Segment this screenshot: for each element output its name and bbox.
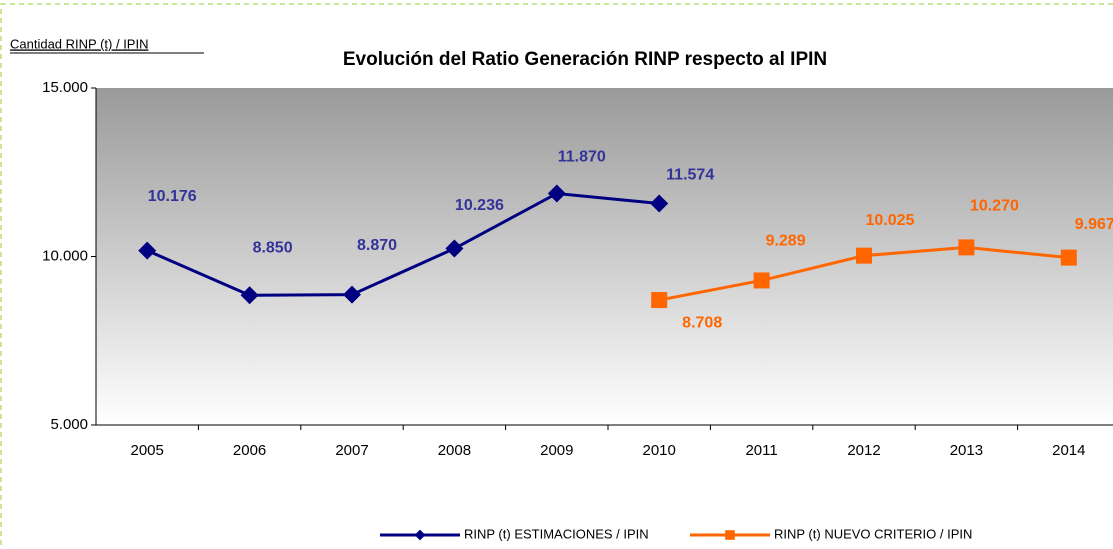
data-label: 10.025	[866, 212, 915, 229]
point-marker	[547, 184, 566, 203]
x-tick-label: 2013	[950, 442, 983, 459]
x-tick-label: 2006	[233, 442, 266, 459]
page-border	[0, 3, 1113, 549]
plot-area	[96, 88, 1113, 425]
point-marker	[650, 194, 669, 213]
data-label: 11.574	[666, 167, 714, 184]
series-line	[146, 191, 660, 297]
data-label: 9.967	[1075, 216, 1113, 233]
point-marker	[753, 272, 770, 289]
x-tick-label: 2005	[131, 442, 164, 459]
point-marker	[856, 247, 872, 264]
data-label: 10.236	[455, 197, 504, 214]
data-label: 10.270	[970, 198, 1019, 215]
point-marker	[138, 241, 157, 260]
legend-label: RINP (t) ESTIMACIONES / IPIN	[464, 526, 649, 541]
legend-marker	[725, 530, 735, 540]
x-tick-label: 2014	[1052, 442, 1085, 459]
point-marker	[240, 286, 259, 305]
y-axis-label: Cantidad RINP (t) / IPIN	[10, 36, 148, 51]
point-marker	[343, 285, 361, 304]
chart-title: Evolución del Ratio Generación RINP resp…	[343, 49, 827, 70]
y-tick-label: 10.000	[42, 247, 88, 264]
legend-label: RINP (t) NUEVO CRITERIO / IPIN	[774, 526, 972, 541]
point-marker	[445, 239, 464, 258]
x-tick-label: 2008	[438, 442, 471, 459]
x-tick-label: 2007	[335, 442, 368, 459]
data-label: 9.289	[766, 233, 806, 250]
point-marker	[958, 239, 975, 256]
data-label: 10.176	[148, 188, 197, 205]
y-tick-label: 15.000	[42, 79, 88, 96]
point-marker	[651, 292, 668, 309]
y-tick-label: 5.000	[50, 416, 88, 433]
data-label: 8.850	[253, 239, 293, 256]
data-label: 8.708	[682, 314, 722, 331]
x-tick-label: 2012	[847, 442, 880, 459]
point-marker	[1060, 249, 1077, 266]
data-label: 11.870	[558, 149, 606, 166]
x-tick-label: 2009	[540, 442, 573, 459]
x-tick-label: 2010	[643, 442, 676, 459]
data-label: 8.870	[357, 237, 397, 254]
legend-marker	[414, 529, 426, 541]
x-tick-label: 2011	[745, 442, 777, 459]
